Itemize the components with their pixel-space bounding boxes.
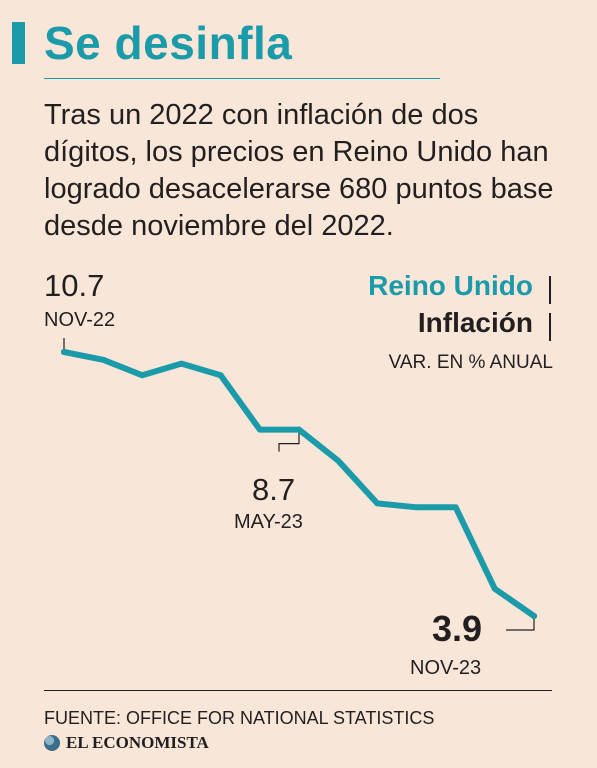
data-point [531, 613, 537, 619]
title-accent-bar [12, 22, 25, 64]
data-point [492, 586, 498, 592]
legend-country: Reino Unido [368, 270, 533, 301]
data-point [453, 504, 459, 510]
brand-logo-icon [44, 735, 60, 751]
data-point [296, 427, 302, 433]
brand-name: EL ECONOMISTA [66, 733, 209, 752]
series-line-inflation [61, 349, 537, 619]
brand: EL ECONOMISTA [44, 733, 209, 753]
annotation-leaders [61, 338, 537, 631]
legend-separator [549, 276, 551, 304]
data-point [257, 427, 263, 433]
data-point [218, 372, 224, 378]
data-point [413, 504, 420, 510]
annotation-leader [278, 429, 300, 452]
title-divider [44, 78, 440, 79]
annotation-end-value: 3.9 [432, 608, 483, 649]
annotation-start-date: NOV-22 [44, 309, 116, 331]
annotation-mid-date: MAY-23 [234, 511, 303, 533]
page-subtitle: Tras un 2022 con inflación de dos dígito… [44, 99, 554, 242]
data-point [178, 361, 185, 367]
legend-units: VAR. EN % ANUAL [388, 352, 553, 373]
data-point [335, 458, 341, 464]
annotation-end-date: NOV-23 [410, 657, 482, 679]
data-point [139, 372, 145, 378]
legend-metric: Inflación [417, 307, 533, 338]
page-title: Se desinfla [44, 17, 293, 69]
annotation-start-value: 10.7 [44, 268, 105, 303]
legend-separator [549, 313, 551, 341]
data-point [374, 500, 380, 507]
source-note: FUENTE: OFFICE FOR NATIONAL STATISTICS [44, 708, 435, 728]
footer-divider [44, 690, 552, 691]
data-points [61, 349, 537, 619]
data-point [61, 349, 67, 355]
annotation-leader [506, 616, 535, 631]
annotation-mid-value: 8.7 [252, 472, 296, 507]
data-point [100, 357, 106, 363]
